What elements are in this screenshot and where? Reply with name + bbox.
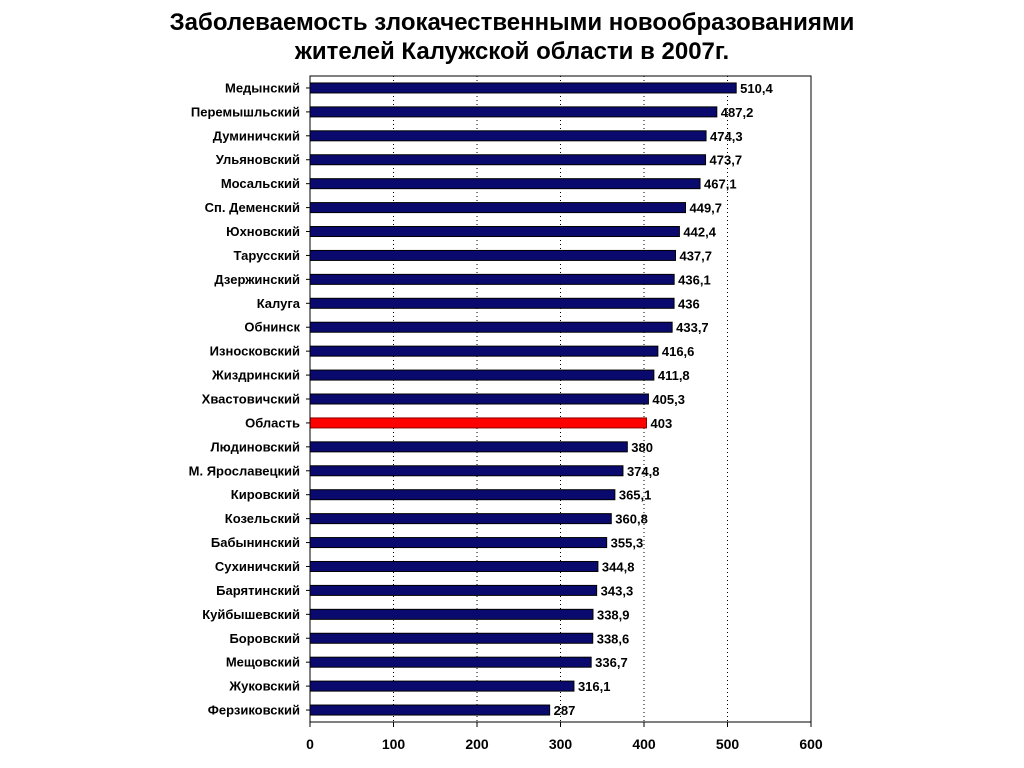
value-label: 380 bbox=[631, 440, 653, 455]
category-label: Думиничский bbox=[213, 128, 300, 143]
bar bbox=[309, 106, 718, 118]
bar bbox=[309, 632, 594, 644]
value-label: 437,7 bbox=[679, 248, 712, 263]
value-label: 355,3 bbox=[611, 536, 644, 551]
category-label: Сп. Деменский bbox=[205, 200, 300, 215]
value-label: 338,6 bbox=[597, 631, 630, 646]
bar bbox=[309, 226, 680, 238]
bar bbox=[309, 465, 624, 477]
category-label: Юхновский bbox=[226, 224, 300, 239]
bar bbox=[309, 321, 673, 333]
category-label: Жиздринский bbox=[211, 368, 300, 383]
chart-title-line-2: жителей Калужской области в 2007г. bbox=[294, 38, 730, 65]
bar bbox=[309, 130, 707, 142]
chart-title-line-1: Заболеваемость злокачественными новообра… bbox=[169, 9, 855, 36]
category-label: Мосальский bbox=[221, 176, 300, 191]
value-label: 449,7 bbox=[689, 201, 722, 216]
category-label: Обнинск bbox=[244, 320, 300, 335]
value-label: 316,1 bbox=[578, 679, 611, 694]
category-label: Тарусский bbox=[234, 248, 300, 263]
bar bbox=[309, 154, 707, 166]
x-tick-label: 500 bbox=[716, 736, 740, 752]
category-label: Барятинский bbox=[216, 583, 300, 598]
category-label: Калуга bbox=[257, 296, 301, 311]
bar bbox=[309, 680, 575, 692]
bar bbox=[309, 178, 701, 190]
category-label: Медынский bbox=[225, 80, 300, 95]
category-label: Куйбышевский bbox=[202, 607, 300, 622]
category-label: Сухиничский bbox=[215, 559, 300, 574]
value-label: 473,7 bbox=[710, 153, 743, 168]
value-label: 411,8 bbox=[658, 368, 690, 383]
category-label: Жуковский bbox=[228, 679, 300, 694]
x-tick-label: 0 bbox=[306, 736, 314, 752]
bar bbox=[309, 249, 676, 261]
x-tick-label: 600 bbox=[799, 736, 823, 752]
value-label: 336,7 bbox=[595, 655, 628, 670]
bar bbox=[309, 369, 655, 381]
category-labels: Медынский Перемышльский Думиничский Ульянов… bbox=[189, 80, 301, 717]
x-tick-label: 400 bbox=[632, 736, 656, 752]
value-label: 344,8 bbox=[602, 559, 635, 574]
value-label: 338,9 bbox=[597, 607, 630, 622]
category-label: Козельский bbox=[225, 511, 300, 526]
axes bbox=[306, 75, 812, 727]
bar bbox=[309, 273, 675, 285]
value-label: 360,8 bbox=[615, 512, 648, 527]
bar bbox=[309, 489, 616, 501]
bar bbox=[309, 297, 675, 309]
bar bbox=[309, 656, 592, 668]
value-label: 467,1 bbox=[704, 177, 737, 192]
x-tick-label: 300 bbox=[549, 736, 573, 752]
category-label: Мещовский bbox=[226, 655, 300, 670]
bar bbox=[309, 513, 612, 525]
value-label: 474,3 bbox=[710, 129, 743, 144]
chart-title: Заболеваемость злокачественными новообра… bbox=[0, 8, 1024, 66]
bar bbox=[309, 608, 594, 620]
value-label: 343,3 bbox=[601, 583, 634, 598]
x-tick-label: 100 bbox=[382, 736, 406, 752]
category-label: Хвастовичский bbox=[202, 392, 300, 407]
category-label: Боровский bbox=[229, 631, 300, 646]
value-label: 374,8 bbox=[627, 464, 660, 479]
value-label: 436 bbox=[678, 296, 700, 311]
category-label: Износковский bbox=[210, 344, 300, 359]
bar bbox=[309, 393, 649, 405]
category-label: Ульяновский bbox=[216, 152, 300, 167]
category-label: Людиновский bbox=[211, 439, 300, 454]
x-tick-label: 200 bbox=[465, 736, 489, 752]
bar bbox=[309, 704, 551, 716]
bar bbox=[309, 584, 598, 596]
category-label: Бабынинский bbox=[211, 535, 300, 550]
value-label: 510,4 bbox=[740, 81, 773, 96]
category-label: Дзержинский bbox=[214, 272, 300, 287]
value-label: 436,1 bbox=[678, 272, 711, 287]
category-label: Кировский bbox=[231, 487, 300, 502]
bar bbox=[309, 82, 737, 94]
value-labels: 510,4 487,2 474,3 473,7 467,1 449,7 442,4 437,7… bbox=[554, 81, 774, 718]
bar-highlight bbox=[309, 417, 648, 429]
value-label: 405,3 bbox=[652, 392, 685, 407]
bar bbox=[309, 537, 608, 549]
tick-labels: 0 100 200 300 400 500 600 bbox=[306, 736, 823, 752]
value-label: 433,7 bbox=[676, 320, 709, 335]
category-label: Ферзиковский bbox=[208, 703, 300, 718]
bar bbox=[309, 202, 686, 214]
bars bbox=[309, 82, 737, 716]
category-label: Область bbox=[245, 415, 300, 430]
bar bbox=[309, 560, 599, 572]
category-label: Перемышльский bbox=[191, 104, 300, 119]
value-label: 287 bbox=[554, 703, 576, 718]
value-label: 365,1 bbox=[619, 488, 652, 503]
category-label: М. Ярославецкий bbox=[189, 463, 300, 478]
value-label: 442,4 bbox=[683, 225, 716, 240]
value-label: 403 bbox=[651, 416, 673, 431]
value-label: 487,2 bbox=[721, 105, 754, 120]
bar bbox=[309, 345, 659, 357]
value-label: 416,6 bbox=[662, 344, 695, 359]
bar bbox=[309, 441, 628, 453]
